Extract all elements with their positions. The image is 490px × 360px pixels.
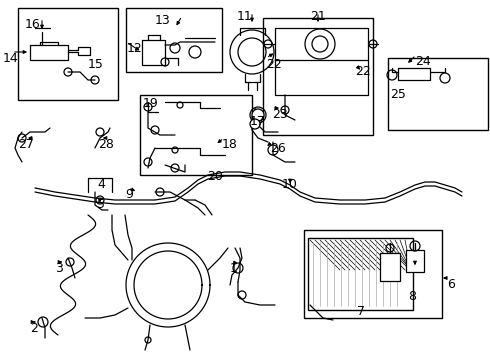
Text: 17: 17: [250, 115, 266, 128]
Bar: [406, 250, 424, 272]
Circle shape: [250, 119, 260, 129]
Bar: [304, 230, 442, 318]
Circle shape: [252, 109, 264, 121]
Text: 24: 24: [415, 55, 431, 68]
Text: 8: 8: [408, 290, 416, 303]
Text: 11: 11: [237, 10, 253, 23]
Text: 2: 2: [30, 322, 38, 335]
Text: 13: 13: [155, 14, 171, 27]
Bar: [380, 253, 400, 281]
Bar: [18, 8, 118, 100]
Bar: [308, 238, 413, 310]
Bar: [140, 95, 252, 175]
Text: 7: 7: [357, 305, 365, 318]
Text: 18: 18: [222, 138, 238, 151]
Text: 26: 26: [270, 142, 286, 155]
Text: 1: 1: [230, 262, 238, 275]
Bar: [126, 8, 222, 72]
Text: 4: 4: [97, 178, 105, 191]
Text: 25: 25: [390, 88, 406, 101]
Text: 21: 21: [310, 10, 326, 23]
Text: 22: 22: [266, 58, 282, 71]
Text: 12: 12: [127, 42, 143, 55]
Text: 9: 9: [125, 188, 133, 201]
Bar: [263, 18, 373, 135]
Text: 23: 23: [272, 108, 288, 121]
Text: 15: 15: [88, 58, 104, 71]
Text: 20: 20: [207, 170, 223, 183]
Text: 19: 19: [143, 97, 159, 110]
Text: 6: 6: [447, 278, 455, 291]
Text: 5: 5: [97, 198, 105, 211]
Bar: [388, 58, 488, 130]
Text: 16: 16: [25, 18, 41, 31]
Text: 27: 27: [18, 138, 34, 151]
Text: 22: 22: [355, 65, 371, 78]
Text: 14: 14: [3, 52, 19, 65]
Text: 28: 28: [98, 138, 114, 151]
Text: 3: 3: [55, 262, 63, 275]
Text: 10: 10: [282, 178, 298, 191]
